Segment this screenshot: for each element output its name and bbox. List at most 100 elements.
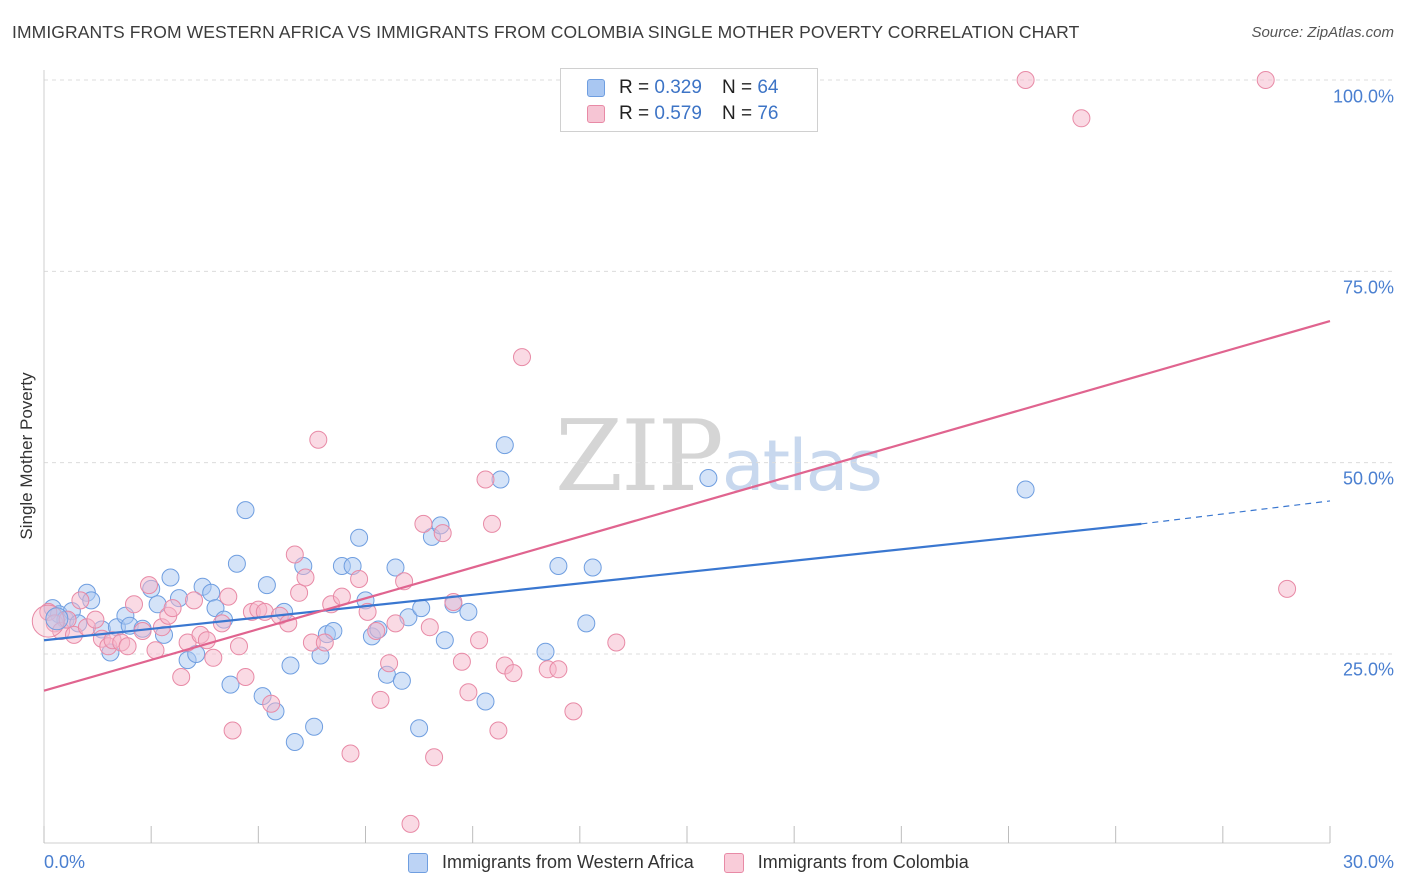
colombia-point: [358, 602, 377, 621]
colombia-point: [285, 545, 304, 564]
colombia-trend-line: [43, 320, 1331, 692]
colombia-point: [262, 694, 281, 713]
colombia-point: [309, 430, 328, 449]
western-africa-point: [459, 602, 478, 621]
legend-stats: R = 0.329 N = 64 R = 0.579 N = 76: [560, 68, 818, 132]
colombia-point: [290, 583, 309, 602]
western-africa-point: [491, 470, 510, 489]
watermark: ZIPatlas: [555, 400, 883, 514]
colombia-point: [420, 618, 439, 637]
legend-n-value: 64: [757, 77, 779, 98]
western-africa-point: [285, 733, 304, 751]
western-africa-point: [202, 583, 221, 602]
western-africa-point: [536, 642, 555, 661]
colombia-point: [350, 570, 369, 588]
legend-row-western-africa: R = 0.329 N = 64: [587, 76, 778, 100]
colombia-point: [607, 633, 626, 652]
colombia-point: [549, 660, 568, 679]
western-africa-point: [410, 719, 429, 738]
legend-swatch-pink: [723, 852, 744, 873]
colombia-point: [470, 631, 489, 650]
western-africa-point: [227, 554, 246, 573]
legend-row-colombia: R = 0.579 N = 76: [587, 102, 778, 126]
western-africa-point: [476, 692, 495, 711]
colombia-point: [459, 683, 478, 702]
legend-n-label: N =: [721, 103, 753, 124]
colombia-point: [380, 654, 399, 673]
watermark-zip: ZIP: [555, 400, 724, 514]
colombia-point: [386, 614, 405, 633]
colombia-point: [315, 633, 334, 652]
legend-item-colombia: Immigrants from Colombia: [723, 852, 969, 873]
colombia-point: [1072, 109, 1091, 128]
western-africa-point-cluster: [45, 607, 69, 631]
western-africa-point: [281, 656, 300, 675]
legend-swatch-blue: [587, 79, 605, 97]
colombia-point: [219, 587, 238, 606]
western-africa-point: [386, 558, 405, 577]
colombia-point: [1016, 71, 1035, 89]
legend-swatch-blue: [408, 852, 428, 873]
colombia-point: [401, 814, 420, 833]
legend-label-western-africa: Immigrants from Western Africa: [442, 852, 694, 872]
western-africa-point: [583, 558, 602, 577]
colombia-point: [185, 591, 203, 610]
western-africa-point: [412, 599, 431, 618]
legend-swatch-pink: [587, 105, 605, 123]
western-africa-point: [257, 576, 276, 595]
colombia-point: [367, 622, 386, 640]
colombia-point: [513, 348, 531, 367]
chart-title: IMMIGRANTS FROM WESTERN AFRICA VS IMMIGR…: [12, 22, 1080, 42]
western-africa-point: [549, 557, 568, 575]
legend-r-value: 0.329: [654, 77, 702, 98]
y-tick-label-75: 75.0%: [1342, 277, 1394, 298]
y-axis-label: Single Mother Poverty: [17, 372, 36, 540]
legend-n-label: N =: [721, 77, 753, 98]
legend-r-label: R =: [619, 77, 650, 98]
colombia-point: [140, 576, 158, 595]
legend-series: Immigrants from Western Africa Immigrant…: [408, 852, 999, 873]
colombia-point: [489, 721, 508, 740]
colombia-point: [236, 668, 255, 686]
y-tick-label-50: 50.0%: [1342, 468, 1394, 489]
legend-r-label: R =: [619, 103, 650, 124]
western-africa-point: [236, 501, 255, 520]
western-africa-point: [350, 528, 369, 547]
y-tick-label-100: 100.0%: [1332, 86, 1394, 107]
colombia-point: [504, 664, 523, 683]
colombia-point: [223, 721, 242, 740]
legend-label-colombia: Immigrants from Colombia: [757, 852, 969, 872]
watermark-atlas: atlas: [721, 425, 883, 507]
source-label: Source: ZipAtlas.com: [1251, 24, 1394, 41]
colombia-point-cluster: [31, 604, 65, 638]
colombia-point: [204, 648, 223, 667]
colombia-point: [433, 524, 452, 543]
x-tick-label-min: 0.0%: [44, 852, 86, 872]
colombia-point: [476, 470, 495, 489]
colombia-point: [564, 702, 583, 721]
colombia-point: [414, 514, 433, 533]
western-africa-trend-extension: [1141, 500, 1331, 525]
colombia-point: [371, 690, 390, 709]
colombia-point: [163, 599, 182, 618]
western-africa-point: [1016, 480, 1035, 499]
colombia-point: [452, 652, 471, 671]
colombia-point: [71, 591, 90, 610]
colombia-point: [1278, 579, 1297, 598]
western-africa-point: [495, 436, 514, 455]
colombia-point: [86, 610, 105, 629]
colombia-point: [1256, 71, 1275, 89]
legend-r-value: 0.579: [654, 103, 702, 124]
western-africa-point: [699, 469, 718, 487]
western-africa-point: [435, 631, 454, 650]
colombia-point: [118, 637, 137, 656]
y-tick-label-25: 25.0%: [1342, 659, 1394, 680]
legend-n-value: 76: [757, 103, 779, 124]
western-africa-point: [392, 671, 411, 690]
western-africa-trend-line: [43, 522, 1142, 642]
western-africa-point: [305, 717, 324, 736]
colombia-point: [296, 568, 315, 587]
colombia-point: [230, 637, 248, 656]
x-tick-label-max: 30.0%: [1342, 852, 1394, 872]
